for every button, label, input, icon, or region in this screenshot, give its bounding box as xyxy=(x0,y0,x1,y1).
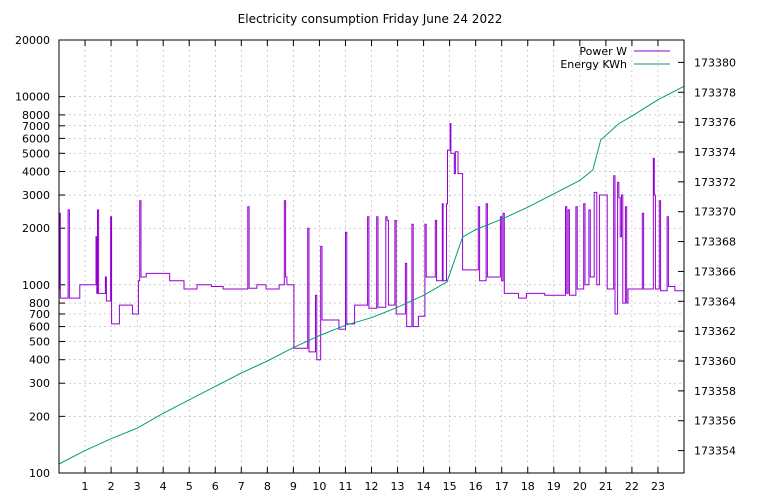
y2-tick-label: 173376 xyxy=(694,116,736,129)
y-tick-label: 1000 xyxy=(22,279,50,292)
y-tick-label: 3000 xyxy=(22,189,50,202)
y2-tick-label: 173370 xyxy=(694,206,736,219)
x-tick-label: 14 xyxy=(417,480,431,493)
y2-tick-label: 173374 xyxy=(694,146,736,159)
y-tick-label: 700 xyxy=(29,308,50,321)
y2-tick-label: 173378 xyxy=(694,86,736,99)
x-tick-label: 7 xyxy=(238,480,245,493)
x-tick-label: 1 xyxy=(82,480,89,493)
x-tick-label: 2 xyxy=(108,480,115,493)
y-tick-label: 6000 xyxy=(22,132,50,145)
series-lines xyxy=(58,85,685,465)
x-tick-label: 9 xyxy=(290,480,297,493)
x-tick-label: 10 xyxy=(312,480,326,493)
x-tick-label: 19 xyxy=(547,480,561,493)
plot-frame xyxy=(58,39,685,474)
x-tick-label: 13 xyxy=(391,480,405,493)
x-tick-label: 3 xyxy=(134,480,141,493)
x-tick-label: 6 xyxy=(212,480,219,493)
chart-title: Electricity consumption Friday June 24 2… xyxy=(238,12,503,26)
y-tick-label: 500 xyxy=(29,335,50,348)
y2-tick-label: 173364 xyxy=(694,295,736,308)
series-line-energy xyxy=(58,85,685,465)
y2-tick-label: 173368 xyxy=(694,236,736,249)
axis-ticks: 1 2 3 4 5 6 7 8 9 10 11 12 13 14 15 16 17 18 19 20 21 22 23100… xyxy=(15,34,736,493)
series-line-power xyxy=(59,123,684,361)
y-tick-label: 7000 xyxy=(22,120,50,133)
y2-tick-label: 173354 xyxy=(694,445,736,458)
x-tick-label: 8 xyxy=(264,480,271,493)
x-tick-label: 17 xyxy=(495,480,509,493)
x-tick-label: 22 xyxy=(625,480,639,493)
y2-tick-label: 173380 xyxy=(694,56,736,69)
x-tick-label: 12 xyxy=(365,480,379,493)
y-tick-label: 300 xyxy=(29,377,50,390)
x-tick-label: 21 xyxy=(599,480,613,493)
y2-tick-label: 173356 xyxy=(694,415,736,428)
x-tick-label: 20 xyxy=(573,480,587,493)
y-tick-label: 2000 xyxy=(22,222,50,235)
y2-tick-label: 173372 xyxy=(694,176,736,189)
y-tick-label: 4000 xyxy=(22,166,50,179)
y-tick-label: 10000 xyxy=(15,91,50,104)
legend-label-power: Power W xyxy=(579,45,627,58)
x-tick-label: 5 xyxy=(186,480,193,493)
y2-tick-label: 173362 xyxy=(694,325,736,338)
y2-tick-label: 173360 xyxy=(694,355,736,368)
x-tick-label: 23 xyxy=(651,480,665,493)
y-tick-label: 800 xyxy=(29,297,50,310)
x-tick-label: 15 xyxy=(443,480,457,493)
y-tick-label: 8000 xyxy=(22,109,50,122)
y-tick-label: 200 xyxy=(29,410,50,423)
y-tick-label: 400 xyxy=(29,354,50,367)
y2-tick-label: 173358 xyxy=(694,385,736,398)
x-tick-label: 11 xyxy=(338,480,352,493)
x-tick-label: 4 xyxy=(160,480,167,493)
y-tick-label: 100 xyxy=(29,467,50,480)
x-tick-label: 16 xyxy=(469,480,483,493)
y2-tick-label: 173366 xyxy=(694,265,736,278)
x-tick-label: 18 xyxy=(521,480,535,493)
legend-label-energy: Energy KWh xyxy=(560,58,627,71)
y-tick-label: 5000 xyxy=(22,147,50,160)
y-tick-label: 600 xyxy=(29,321,50,334)
legend: Power W Energy KWh xyxy=(560,45,670,71)
y-tick-label: 20000 xyxy=(15,34,50,47)
